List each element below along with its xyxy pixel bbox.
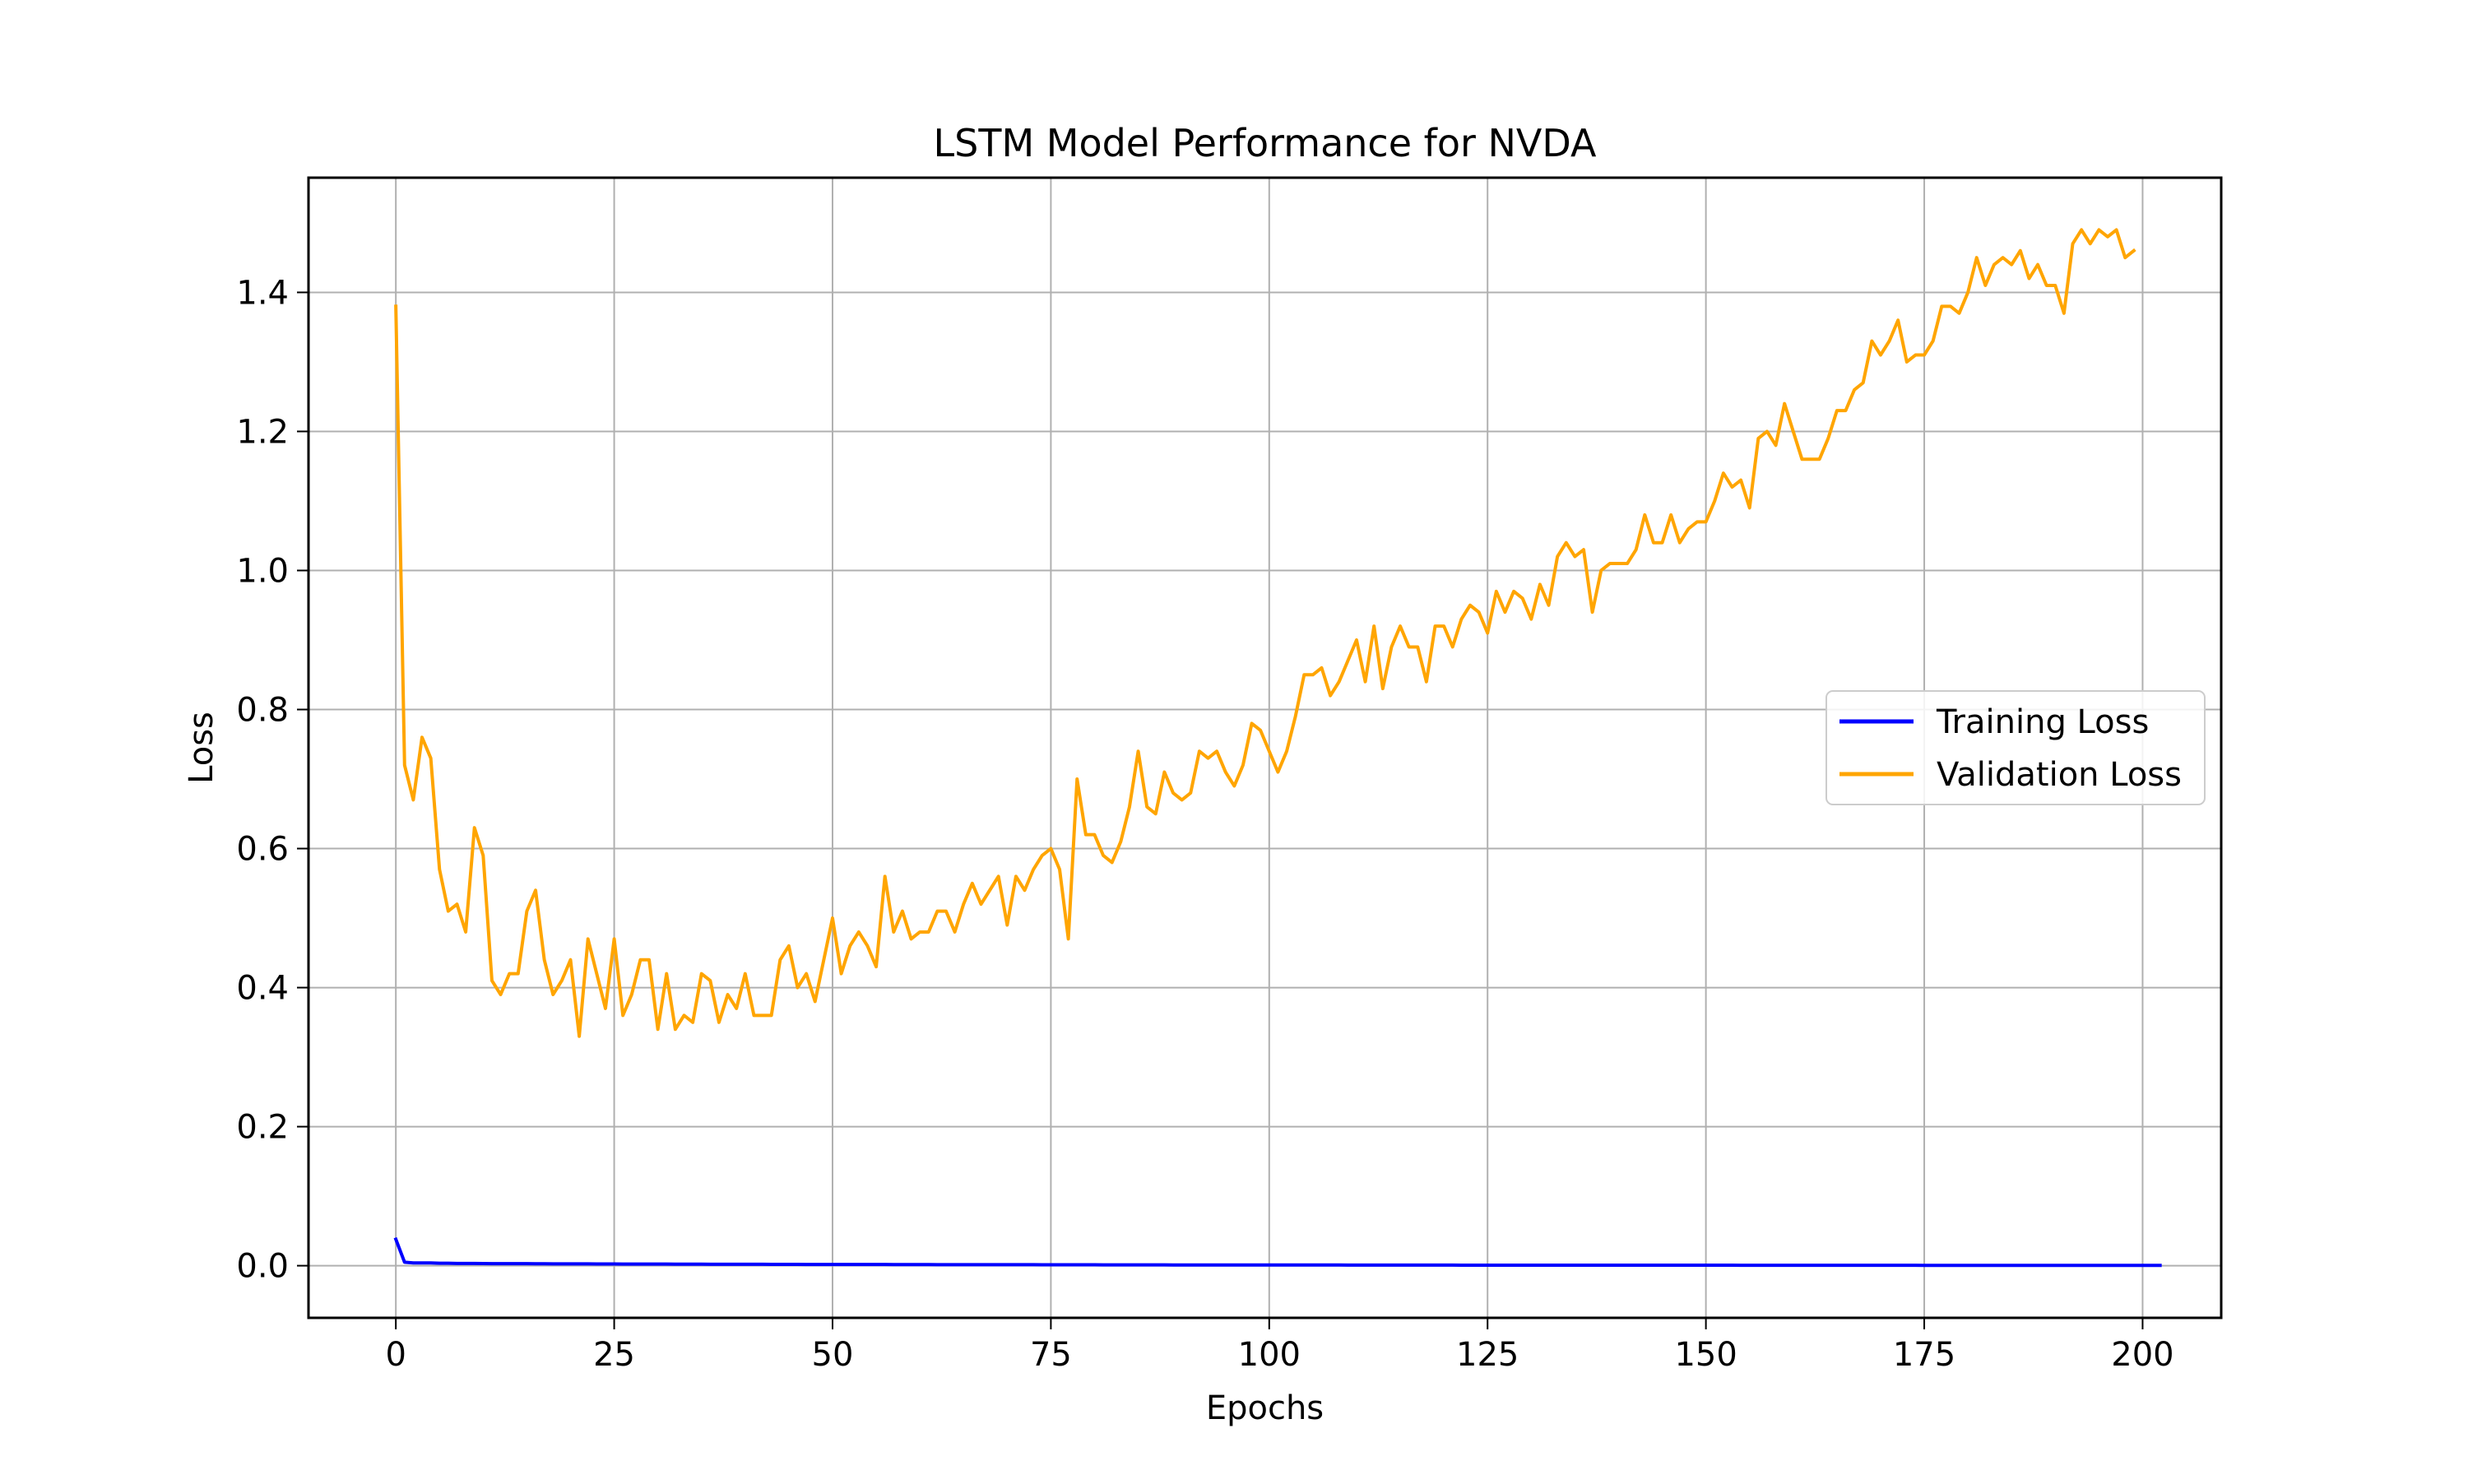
y-tick-label: 0.6 (236, 831, 289, 869)
x-tick-label: 125 (1456, 1336, 1519, 1374)
y-tick-label: 0.4 (236, 970, 289, 1008)
y-tick-label: 0.0 (236, 1248, 289, 1286)
x-tick-label: 25 (593, 1336, 635, 1374)
series-layer (393, 228, 2162, 1268)
legend: Training Loss Validation Loss (1825, 690, 2206, 805)
y-tick-label: 0.2 (236, 1109, 289, 1147)
series-line-validation-loss (394, 228, 2136, 1038)
y-tick-label: 1.0 (236, 552, 289, 590)
legend-label-validation-loss: Validation Loss (1937, 756, 2182, 794)
y-tick-label: 1.4 (236, 274, 289, 312)
y-tick-label: 0.8 (236, 692, 289, 730)
chart-title: LSTM Model Performance for NVDA (934, 121, 1597, 165)
x-tick-label: 0 (385, 1336, 406, 1374)
plot-frame (307, 176, 2223, 1319)
legend-box (1825, 690, 2206, 805)
legend-label-training-loss: Training Loss (1936, 703, 2149, 741)
y-axis-label: Loss (183, 712, 220, 784)
series-line-training-loss (393, 1236, 2162, 1268)
x-tick-label: 200 (2111, 1336, 2173, 1374)
x-tick-label: 50 (812, 1336, 854, 1374)
tick-layer: 0 25 50 75 100 125 150 175 200 0.0 0.2 0.4 0.6 0.8 1.0… (236, 274, 2173, 1374)
y-tick-label: 1.2 (236, 413, 289, 451)
x-tick-label: 175 (1893, 1336, 1955, 1374)
x-tick-label: 150 (1674, 1336, 1737, 1374)
x-axis-label: Epochs (1206, 1389, 1324, 1427)
x-tick-label: 100 (1238, 1336, 1301, 1374)
x-tick-label: 75 (1030, 1336, 1072, 1374)
